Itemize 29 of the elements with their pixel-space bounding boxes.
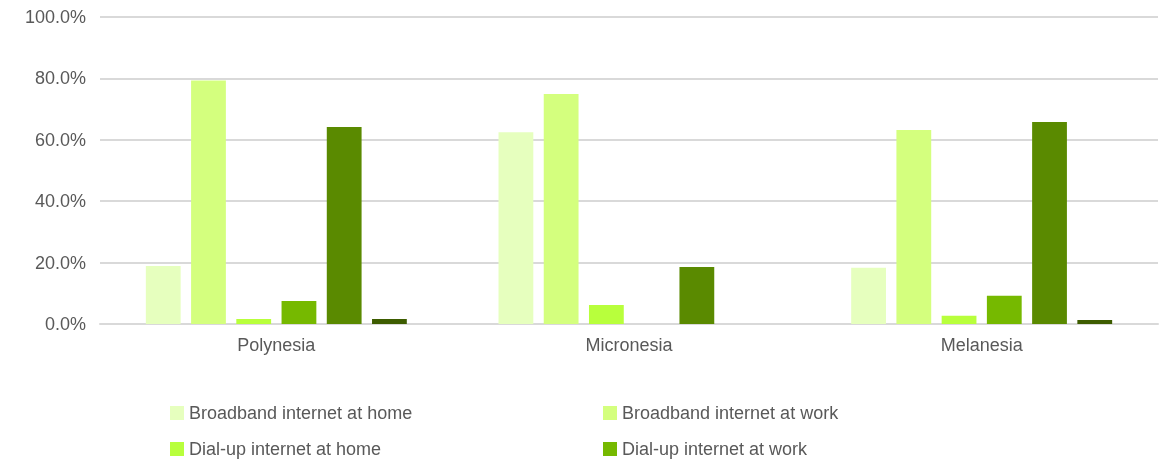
x-tick-label: Polynesia [237, 335, 317, 355]
y-tick-label: 0.0% [44, 314, 86, 334]
legend-label: Broadband internet at work [622, 403, 840, 423]
bar [941, 315, 977, 324]
bar [1032, 121, 1067, 324]
bar [679, 266, 715, 324]
bar [326, 126, 362, 324]
bar [498, 132, 534, 324]
bar [372, 319, 407, 324]
x-tick-label: Micronesia [585, 335, 674, 355]
y-tick-label: 40.0% [34, 191, 86, 212]
bar [986, 295, 1022, 324]
y-tick-label: 80.0% [34, 68, 86, 89]
bar [145, 265, 181, 324]
y-tick-label: 60.0% [34, 129, 86, 150]
y-tick-label: 20.0% [34, 252, 86, 273]
bar [896, 129, 932, 324]
bar [543, 94, 579, 324]
bar [588, 304, 624, 324]
bar [851, 267, 886, 324]
legend-label: Broadband internet at home [189, 403, 413, 423]
bar [281, 300, 317, 324]
x-tick-label: Melanesia [940, 335, 1024, 355]
bar [191, 80, 226, 324]
bar [236, 319, 272, 324]
legend-label: Dial-up internet at home [189, 439, 382, 459]
y-tick-label: 100.0% [24, 7, 86, 27]
bar [1077, 320, 1113, 324]
legend-label: Dial-up internet at work [622, 439, 809, 459]
